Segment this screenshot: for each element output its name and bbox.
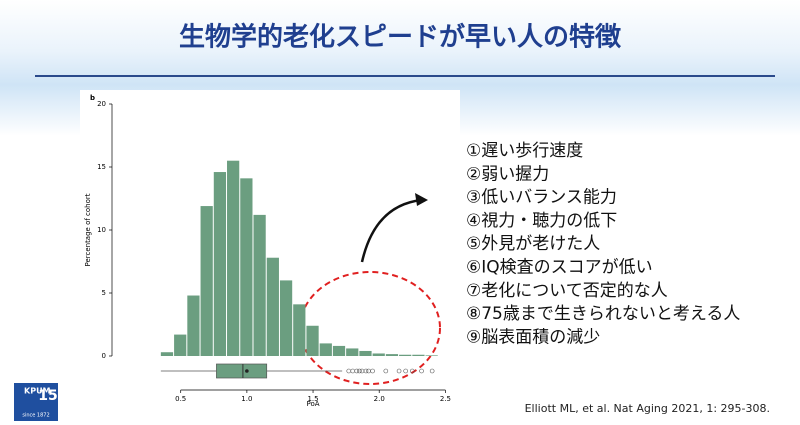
histogram-bar [346,348,359,356]
histogram-bar [227,160,240,356]
arrow-head [415,193,428,206]
x-axis-label: PoA [306,400,319,408]
outlier [383,368,389,374]
histogram-bar [213,172,227,356]
histogram-bar [425,355,438,356]
histogram-bar [174,334,187,356]
outlier [357,368,362,374]
x-tick-label: 1.5 [307,395,318,403]
histogram-bar [359,350,372,356]
y-tick-label: 5 [102,289,106,297]
outlier [403,368,408,374]
feature-item: ⑨脳表面積の減少 [466,327,600,347]
histogram-bar [306,325,319,356]
y-tick-label: 20 [97,100,106,108]
histogram-bar [266,257,279,356]
histogram-bar [160,352,174,356]
histogram-bar [332,345,346,356]
outlier [429,368,435,374]
y-tick-label: 0 [102,352,106,360]
outlier [419,368,424,374]
x-tick-label: 2.0 [374,395,385,403]
histogram-bar [187,295,200,356]
histogram-bar [240,178,253,356]
x-tick-label: 2.5 [440,395,451,403]
histogram-bar [200,206,213,356]
feature-item: ①遅い歩行速度 [466,141,583,161]
histogram-bar [319,343,332,356]
outlier [354,368,360,374]
y-tick-label: 15 [97,163,106,171]
x-tick-label: 1.0 [241,395,252,403]
box [216,363,268,379]
logo-number: 15 [38,388,57,404]
slide-title: 生物学的老化スピードが早い人の特徴 [179,22,622,53]
x-tick-label: 0.5 [175,395,186,403]
highlight-ellipse [299,271,441,385]
outlier [396,368,402,374]
histogram-bar [412,354,425,356]
histogram-bar [385,354,399,356]
histogram-bar [293,304,306,356]
y-axis-label: Percentage of cohort [84,193,92,266]
feature-item: ⑤外見が老けた人 [466,234,600,254]
outlier [370,368,375,374]
feature-item: ⑥IQ検査のスコアが低い [466,258,653,278]
figure-background [80,90,460,410]
outlier [363,368,369,374]
y-tick-label: 10 [97,226,106,234]
feature-item: ⑦老化について否定的な人 [466,281,668,301]
logo-since: since 1872 [22,413,49,419]
feature-item: ⑧75歳まで生きられないと考える人 [466,304,740,324]
logo-box [14,383,58,421]
arrow [360,198,423,263]
histogram-bar [372,353,385,356]
feature-item: ②弱い握力 [466,164,549,184]
logo-name: KPUM [24,387,51,396]
histogram-bar [253,214,266,356]
histogram-bar [399,354,412,356]
panel-label: b [90,94,95,102]
outlier [409,368,415,374]
histogram-bar [279,280,293,356]
feature-item: ③低いバランス能力 [466,188,617,208]
mean-marker [245,369,249,373]
feature-item: ④視力・聴力の低下 [466,211,617,231]
citation: Elliott ML, et al. Nat Aging 2021, 1: 29… [525,402,770,415]
